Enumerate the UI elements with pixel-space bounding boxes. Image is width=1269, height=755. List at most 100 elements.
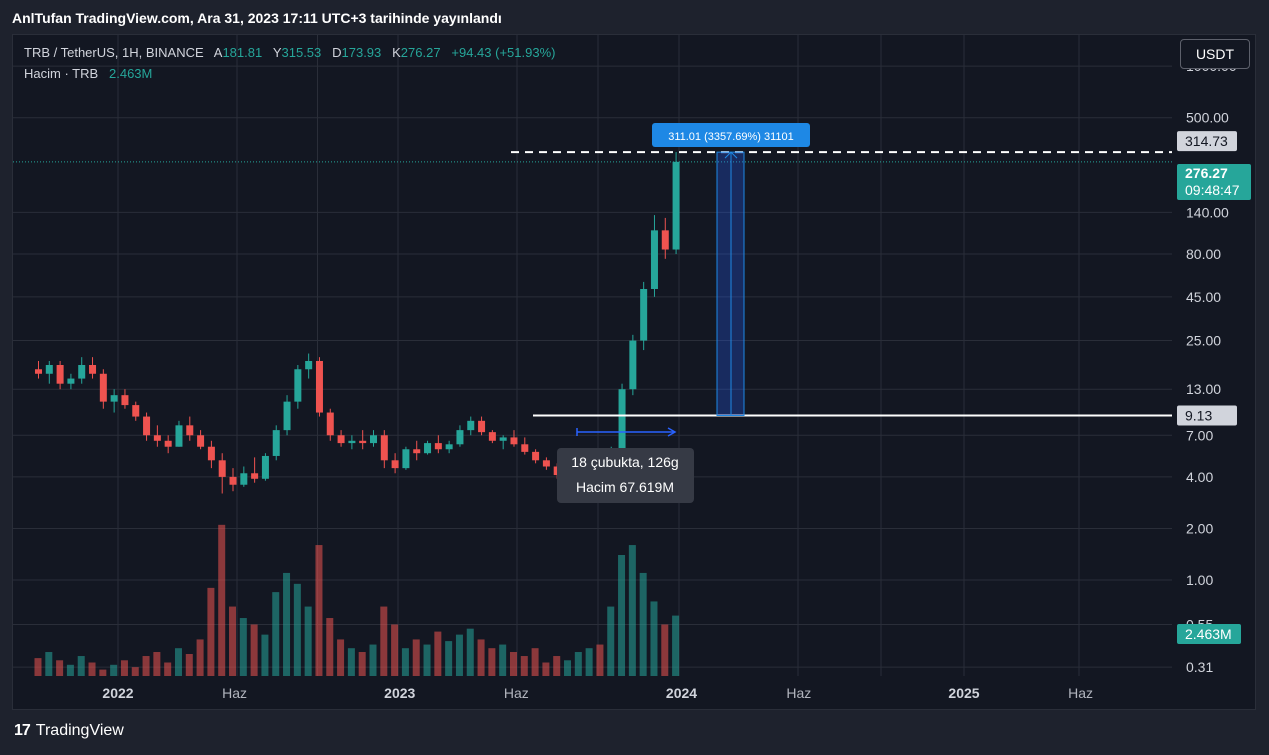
volume-bar	[77, 656, 85, 676]
volume-bar	[337, 639, 345, 676]
volume-bar	[153, 652, 161, 676]
y-tick-label: 500.00	[1186, 110, 1229, 126]
low-label: D	[332, 45, 342, 60]
volume-bar	[120, 660, 128, 676]
date-range-label-bars: 18 çubukta, 126g	[571, 454, 678, 470]
candle-body	[143, 416, 151, 436]
volume-bar	[261, 634, 269, 676]
candle-body	[326, 412, 334, 436]
volume-bar	[434, 631, 442, 676]
low-price-tag: 9.13	[1185, 408, 1212, 424]
candle-body	[391, 460, 399, 469]
volume-label[interactable]: Hacim · TRB	[24, 66, 99, 81]
volume-bar	[34, 658, 42, 676]
volume-bar	[164, 662, 172, 676]
candle-body	[532, 451, 540, 461]
candle-body	[650, 230, 658, 289]
low-value: 173.93	[341, 45, 382, 60]
x-tick-label: Haz	[1068, 685, 1093, 701]
y-tick-label: 7.00	[1186, 427, 1213, 443]
candle-body	[521, 444, 529, 452]
y-tick-label: 80.00	[1186, 246, 1221, 262]
x-tick-label: Haz	[504, 685, 529, 701]
volume-bar	[520, 656, 528, 676]
high-label: Y	[272, 45, 282, 60]
candle-body	[542, 460, 550, 467]
candle-body	[369, 435, 377, 444]
candle-body	[207, 446, 215, 461]
volume-bar	[88, 662, 96, 676]
volume-bar	[207, 587, 215, 676]
candle-body	[110, 395, 118, 402]
volume-bar	[358, 652, 366, 676]
candle-body	[424, 443, 432, 454]
volume-bar	[391, 624, 399, 676]
symbol-label[interactable]: TRB / TetherUS, 1H, BINANCE	[24, 45, 204, 60]
x-tick-label: 2025	[948, 685, 979, 701]
candle-body	[305, 360, 313, 370]
volume-bar	[185, 653, 193, 676]
high-price-tag: 314.73	[1185, 133, 1228, 149]
date-range-label-volume: Hacim 67.619M	[576, 479, 674, 495]
high-value: 315.53	[281, 45, 322, 60]
candle-body	[348, 440, 356, 444]
volume-legend: Hacim · TRB 2.463M	[24, 66, 152, 81]
candle-body	[445, 444, 453, 450]
measure-arrow-head	[724, 151, 738, 159]
volume-bar	[499, 644, 507, 676]
countdown-tag: 09:48:47	[1185, 182, 1240, 198]
candle-body	[251, 473, 259, 479]
open-value: 181.81	[222, 45, 263, 60]
volume-bar	[509, 652, 517, 676]
volume-bar	[326, 618, 334, 676]
candle-body	[640, 288, 648, 341]
measure-label-bg	[652, 123, 810, 147]
candle-body	[413, 449, 421, 454]
candle-body	[89, 365, 97, 374]
volume-bar	[196, 639, 204, 676]
volume-bar	[596, 644, 604, 676]
change-value: +94.43 (+51.93%)	[451, 45, 556, 60]
y-tick-label: 45.00	[1186, 289, 1221, 305]
y-tick-label: 1.00	[1186, 572, 1213, 588]
volume-bar	[66, 664, 74, 676]
candle-body	[283, 401, 291, 431]
candle-body	[499, 437, 507, 441]
candle-body	[67, 378, 75, 384]
volume-bar	[347, 648, 355, 676]
volume-bar	[369, 644, 377, 676]
candle-body	[78, 365, 86, 379]
candle-body	[629, 340, 637, 390]
candle-body	[380, 435, 388, 461]
volume-bar	[174, 648, 182, 676]
volume-value: 2.463M	[109, 66, 153, 81]
volume-bar	[272, 592, 280, 676]
candle-body	[261, 455, 269, 479]
candle-body	[99, 373, 107, 402]
last-price-tag: 276.27	[1185, 165, 1228, 181]
tradingview-logo[interactable]: 17 TradingView	[14, 722, 124, 740]
volume-bar	[283, 572, 291, 676]
volume-bar	[639, 572, 647, 676]
volume-bar	[315, 545, 323, 676]
volume-bar	[304, 606, 312, 676]
candle-body	[618, 389, 626, 450]
volume-bar	[110, 664, 118, 676]
candle-body	[34, 369, 42, 374]
volume-bar	[477, 639, 485, 676]
candle-body	[56, 365, 64, 384]
candle-body	[488, 432, 496, 441]
volume-bar	[239, 618, 247, 676]
volume-bar	[553, 656, 561, 676]
tradingview-logo-text: TradingView	[35, 722, 124, 739]
candle-body	[456, 430, 464, 445]
volume-bar	[229, 606, 237, 676]
currency-button[interactable]: USDT	[1180, 39, 1250, 69]
candle-body	[240, 473, 248, 485]
y-tick-label: 25.00	[1186, 333, 1221, 349]
volume-bar	[293, 583, 301, 676]
candle-body	[672, 161, 680, 250]
candle-body	[197, 435, 205, 447]
volume-bar	[607, 606, 615, 676]
